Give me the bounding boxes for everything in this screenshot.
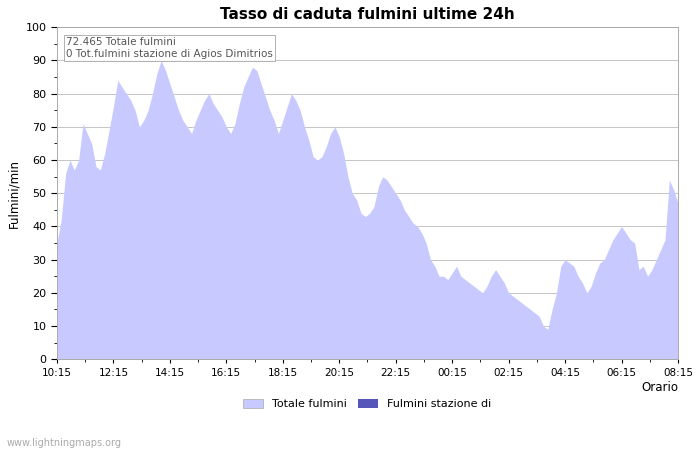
Text: www.lightningmaps.org: www.lightningmaps.org [7, 438, 122, 448]
Legend: Totale fulmini, Fulmini stazione di: Totale fulmini, Fulmini stazione di [239, 394, 496, 414]
Y-axis label: Fulmini/min: Fulmini/min [7, 159, 20, 228]
Text: 72.465 Totale fulmini
0 Tot.fulmini stazione di Agios Dimitrios: 72.465 Totale fulmini 0 Tot.fulmini staz… [66, 37, 273, 59]
X-axis label: Orario: Orario [641, 381, 678, 394]
Title: Tasso di caduta fulmini ultime 24h: Tasso di caduta fulmini ultime 24h [220, 7, 515, 22]
